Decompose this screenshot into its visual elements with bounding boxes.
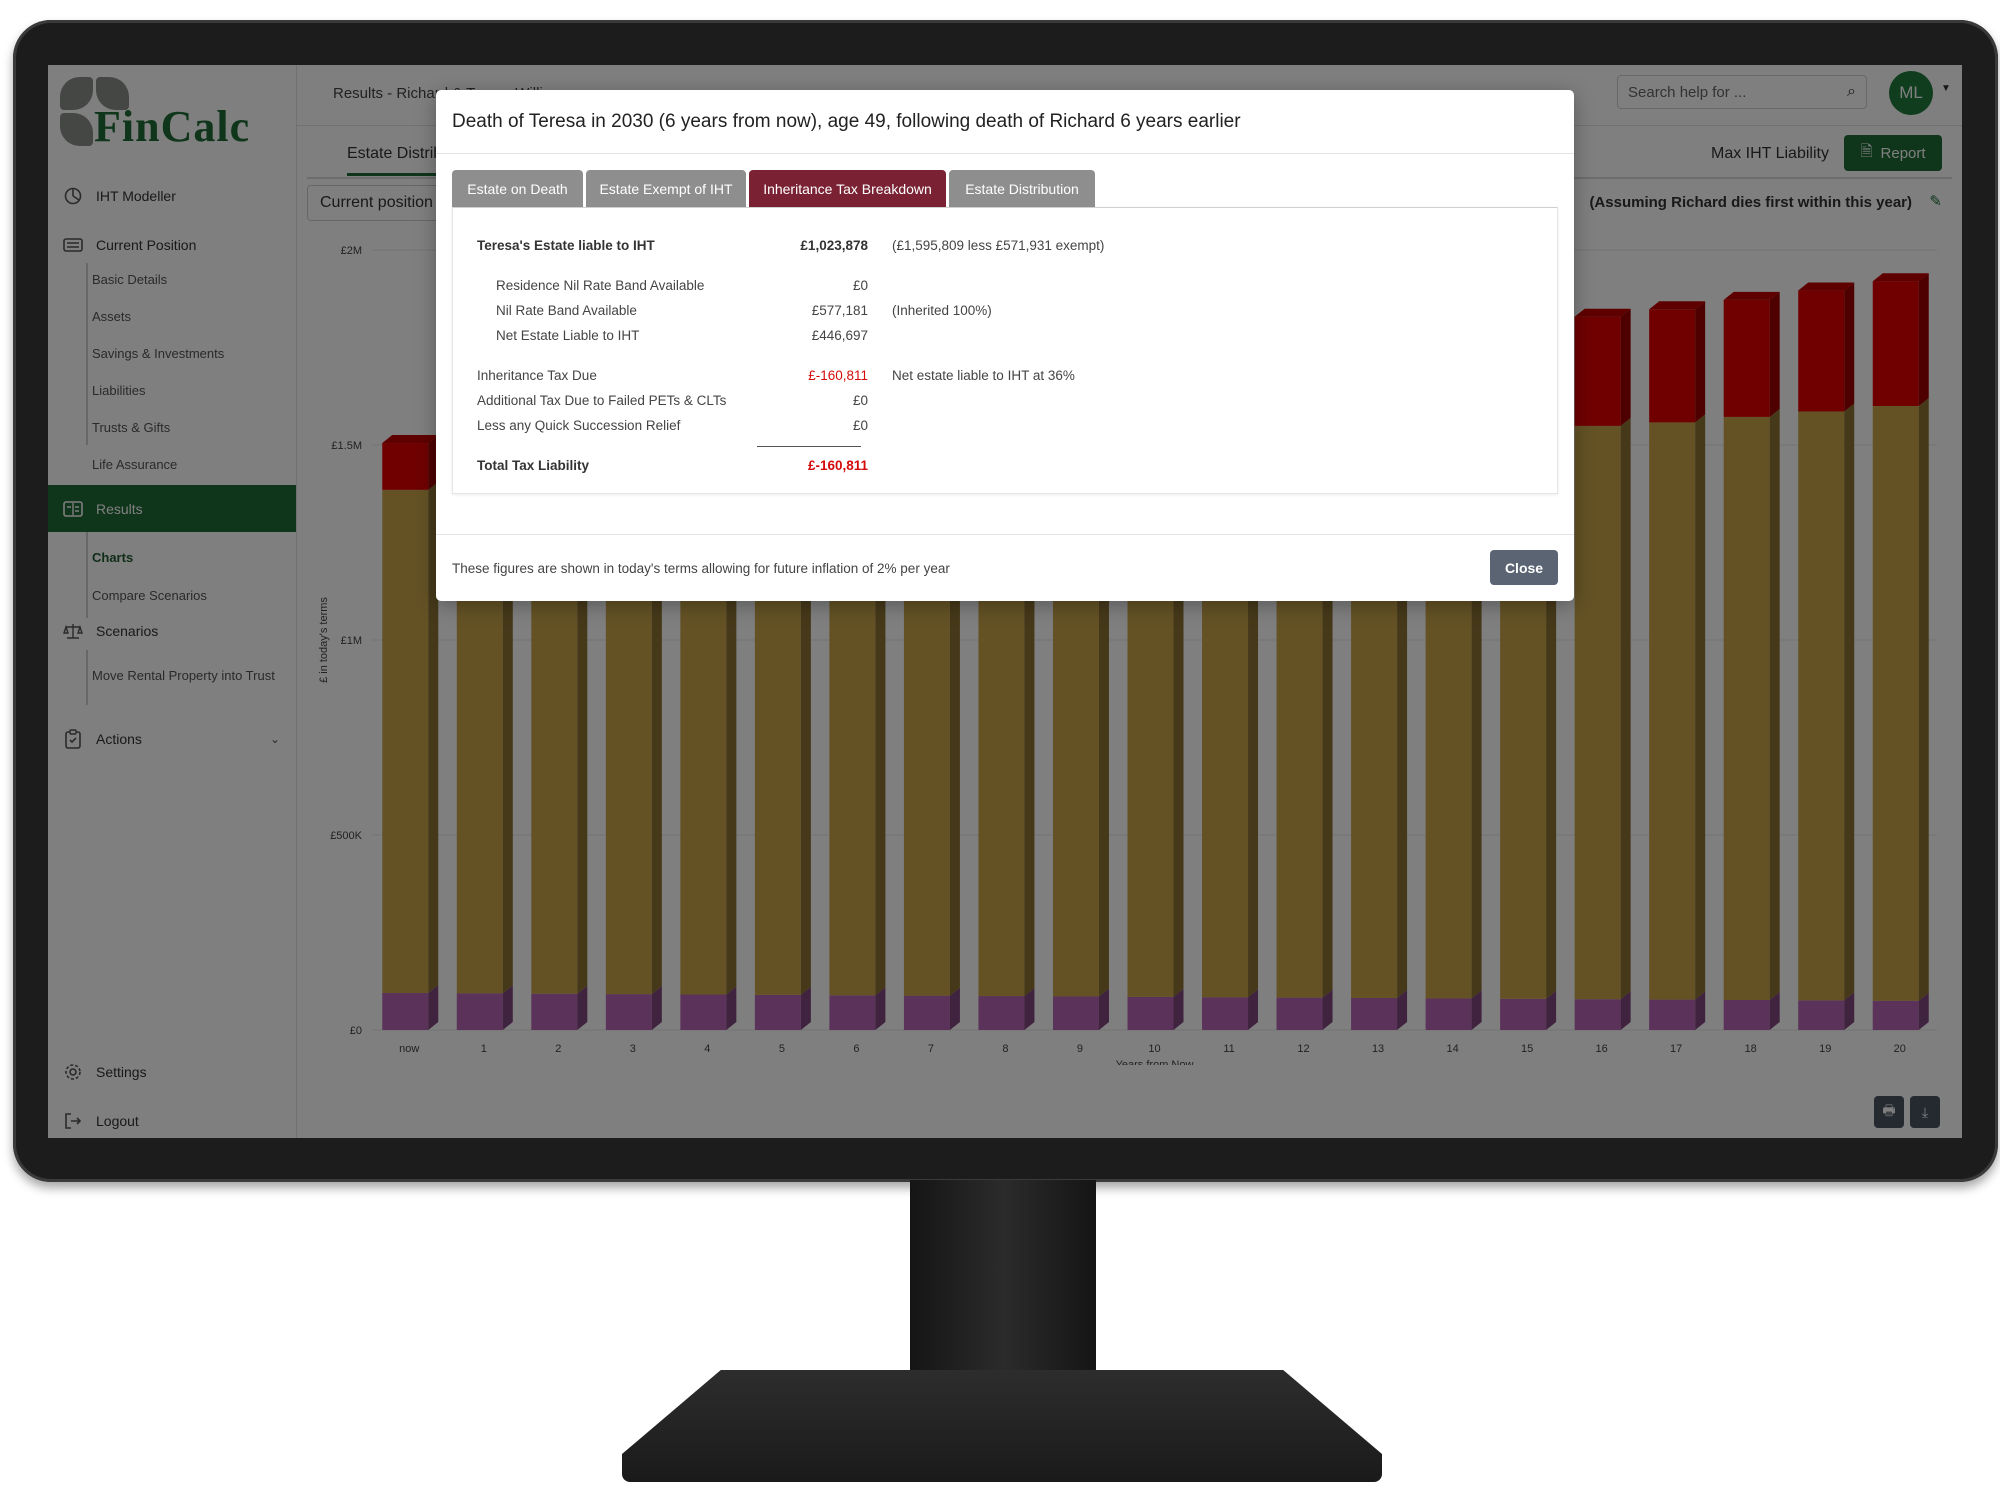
row-note-iht-due: Net estate liable to IHT at 36% <box>892 368 1075 383</box>
row-label-iht-due: Inheritance Tax Due <box>477 368 597 383</box>
row-label-additional-tax: Additional Tax Due to Failed PETs & CLTs <box>477 393 727 408</box>
row-note-estate-liable: (£1,595,809 less £571,931 exempt) <box>892 238 1105 253</box>
close-button[interactable]: Close <box>1490 550 1558 585</box>
tab-inheritance-tax-breakdown[interactable]: Inheritance Tax Breakdown <box>749 170 946 208</box>
row-value-total: £-160,811 <box>807 458 868 473</box>
row-value-nrb: £577,181 <box>811 303 868 318</box>
row-value-estate-liable: £1,023,878 <box>800 238 868 253</box>
modal-header: Death of Teresa in 2030 (6 years from no… <box>436 90 1574 154</box>
inflation-footnote: These figures are shown in today's terms… <box>452 561 950 576</box>
row-label-net-estate: Net Estate Liable to IHT <box>496 328 640 343</box>
tax-breakdown-panel: Teresa's Estate liable to IHT £1,023,878… <box>452 207 1558 494</box>
tax-breakdown-modal: Death of Teresa in 2030 (6 years from no… <box>436 90 1574 601</box>
row-label-total: Total Tax Liability <box>477 458 590 473</box>
row-value-net-estate: £446,697 <box>811 328 868 343</box>
tab-estate-distribution[interactable]: Estate Distribution <box>949 170 1095 208</box>
row-label-qsr: Less any Quick Succession Relief <box>477 418 681 433</box>
total-underline <box>757 446 861 447</box>
row-note-nrb: (Inherited 100%) <box>892 303 992 318</box>
row-value-additional-tax: £0 <box>852 393 868 408</box>
row-value-iht-due: £-160,811 <box>808 368 868 383</box>
modal-title: Death of Teresa in 2030 (6 years from no… <box>452 111 1241 132</box>
app-screen: FinCalc IHT Modeller Current Position Ba… <box>48 65 1962 1138</box>
row-value-qsr: £0 <box>852 418 868 433</box>
row-label-rnrb: Residence Nil Rate Band Available <box>496 278 705 293</box>
row-value-rnrb: £0 <box>852 278 868 293</box>
tab-estate-on-death[interactable]: Estate on Death <box>452 170 583 208</box>
row-label-nrb: Nil Rate Band Available <box>496 303 637 318</box>
tab-estate-exempt[interactable]: Estate Exempt of IHT <box>586 170 746 208</box>
row-label-estate-liable: Teresa's Estate liable to IHT <box>477 238 655 253</box>
monitor-stand-base <box>622 1370 1382 1482</box>
modal-footer: These figures are shown in today's terms… <box>436 534 1574 602</box>
